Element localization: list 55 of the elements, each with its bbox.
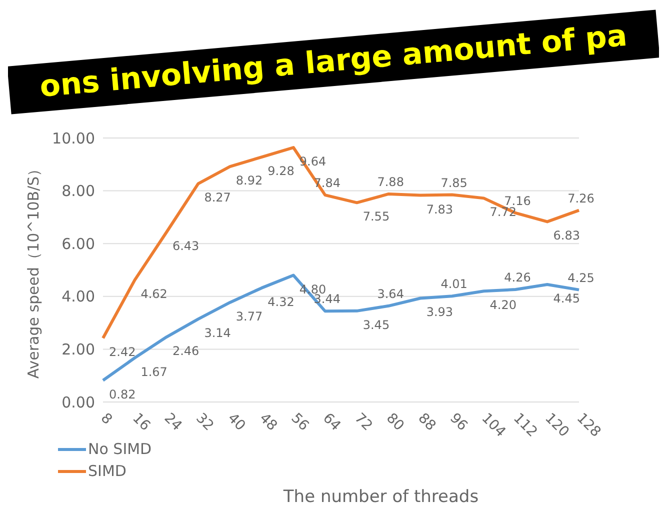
data-label: 0.82 — [109, 387, 136, 402]
y-tick-label: 4.00 — [62, 288, 95, 306]
data-label: 4.20 — [490, 298, 517, 312]
data-label: 4.62 — [140, 287, 168, 302]
legend-label: No SIMD — [87, 439, 152, 460]
data-label: 7.85 — [440, 176, 468, 190]
y-tick-label: 6.00 — [62, 234, 95, 253]
data-label: 2.46 — [172, 344, 200, 358]
x-tick-label: 96 — [446, 410, 471, 434]
data-label: 3.93 — [426, 305, 454, 320]
x-tick-label: 120 — [542, 410, 572, 440]
data-label: 3.45 — [362, 318, 390, 332]
data-label: 6.83 — [553, 228, 580, 243]
x-tick-label: 40 — [224, 410, 248, 434]
data-label: 9.28 — [268, 164, 294, 178]
data-label: 7.55 — [362, 210, 390, 224]
y-tick-label: 10.00 — [52, 129, 95, 148]
x-tick-label: 80 — [383, 410, 407, 434]
x-tick-label: 128 — [573, 410, 604, 440]
data-label: 4.26 — [504, 270, 531, 285]
x-tick-label: 64 — [320, 410, 344, 434]
data-label: 7.26 — [568, 191, 594, 206]
data-label: 3.14 — [204, 326, 231, 340]
y-tick-label: 2.00 — [62, 340, 95, 359]
data-label: 8.27 — [204, 190, 231, 205]
legend-label: SIMD — [87, 461, 128, 482]
data-label: 3.77 — [236, 309, 263, 324]
text: ons involving a large amount of pa — [7, 10, 660, 114]
x-tick-label: 104 — [478, 410, 509, 440]
x-tick-label: 16 — [129, 410, 154, 434]
y-tick-label: 8.00 — [62, 182, 95, 200]
x-tick-label: 56 — [288, 410, 312, 434]
x-tick-label: 24 — [160, 410, 185, 434]
data-label: 6.43 — [172, 239, 200, 254]
x-tick-label: 8 — [97, 410, 116, 428]
data-label: 1.67 — [140, 364, 168, 379]
data-label: 4.25 — [568, 270, 594, 285]
x-tick-label: 88 — [414, 410, 439, 434]
data-label: 4.32 — [268, 294, 294, 309]
data-label: 4.45 — [553, 292, 580, 306]
data-label: 3.64 — [377, 286, 404, 301]
data-label: 8.92 — [236, 174, 263, 188]
data-label: 7.72 — [490, 205, 517, 220]
y-tick-label: 0.00 — [62, 393, 95, 412]
x-axis-title: The number of threads — [282, 487, 479, 507]
data-label: 7.83 — [426, 202, 454, 216]
x-tick-label: 112 — [510, 410, 540, 440]
data-label: 2.42 — [109, 345, 136, 360]
x-tick-label: 72 — [351, 410, 376, 434]
data-label: 7.88 — [377, 174, 404, 189]
data-label: 7.16 — [504, 194, 531, 208]
data-label: 4.01 — [440, 277, 468, 292]
y-axis-title: Average speed（10^10B/S） — [24, 161, 42, 379]
x-tick-label: 48 — [256, 410, 280, 434]
x-tick-label: 32 — [192, 410, 217, 434]
